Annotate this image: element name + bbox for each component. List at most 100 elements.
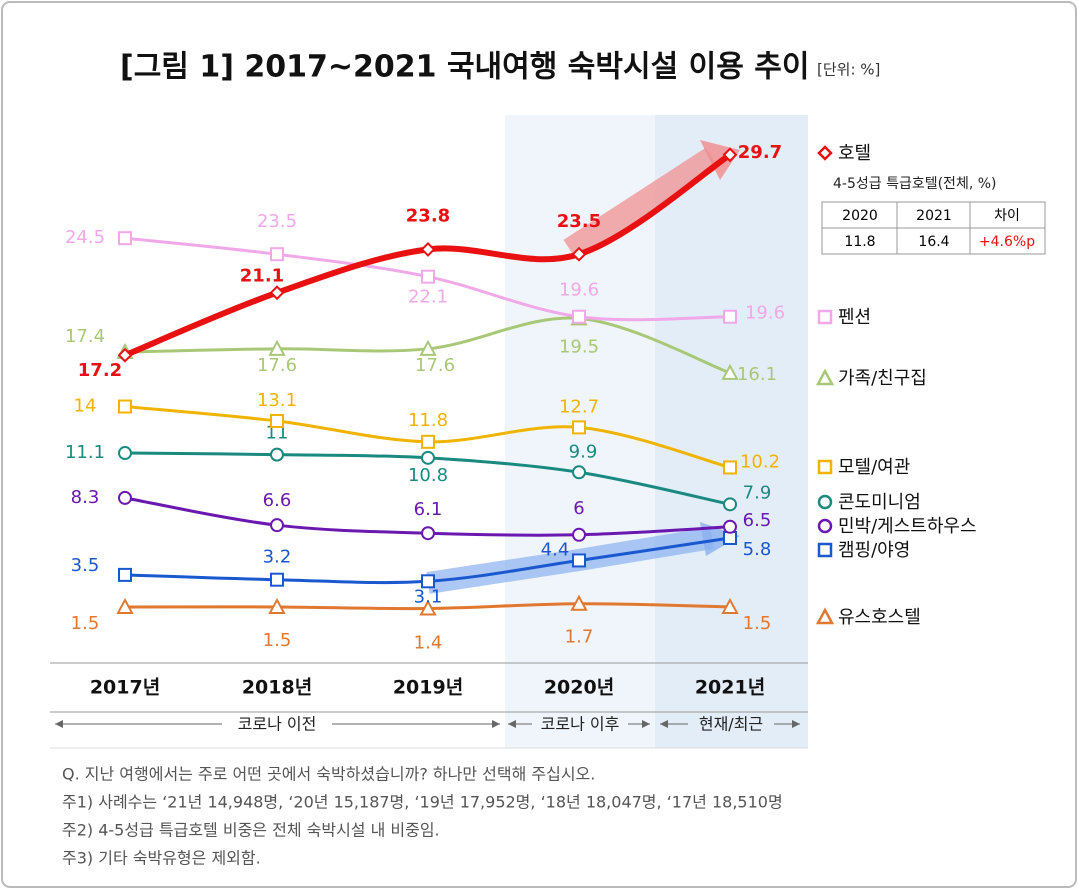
data-label: 23.5 <box>557 211 601 232</box>
data-label: 6.5 <box>743 510 772 531</box>
marker <box>419 599 437 616</box>
marker <box>270 572 284 587</box>
data-label: 8.3 <box>71 487 100 508</box>
marker <box>268 339 286 356</box>
marker <box>572 553 586 568</box>
chart-title: [그림 1] 2017~2021 국내여행 숙박시설 이용 추이 <box>120 50 810 85</box>
marker <box>570 594 588 611</box>
marker <box>419 339 437 356</box>
unit-label: [단위: %] <box>817 61 880 79</box>
data-label: 23.5 <box>257 211 297 232</box>
marker <box>116 597 134 614</box>
data-label: 3.2 <box>263 547 292 568</box>
marker <box>572 527 586 542</box>
marker <box>268 597 286 614</box>
data-label: 1.5 <box>71 613 100 634</box>
data-label: 5.8 <box>743 539 772 560</box>
table-cell: +4.6%p <box>979 234 1035 250</box>
data-label: 6.6 <box>263 490 292 511</box>
marker <box>118 446 132 461</box>
data-label: 16.1 <box>737 364 777 385</box>
table-title: 4-5성급 특급호텔(전체, %) <box>833 176 996 192</box>
table-header: 2021 <box>916 208 952 224</box>
note: 주1) 사례수는 ‘21년 14,948명, ‘20년 15,187명, ‘19… <box>62 793 783 812</box>
marker <box>118 567 132 582</box>
data-label: 11.1 <box>65 442 105 463</box>
legend-marker <box>815 607 835 625</box>
data-label: 22.1 <box>408 287 448 308</box>
data-label: 29.7 <box>738 142 782 163</box>
marker <box>118 231 132 246</box>
marker <box>421 526 435 541</box>
period-label: 코로나 이전 <box>238 715 317 734</box>
data-label: 19.6 <box>745 303 785 324</box>
x-tick-label: 2018년 <box>242 677 312 699</box>
period-bg <box>222 714 332 734</box>
legend-label: 가족/친구집 <box>838 368 927 389</box>
note: 주2) 4-5성급 특급호텔 비중은 전체 숙박시설 내 비중임. <box>62 821 440 840</box>
marker <box>270 518 284 533</box>
data-label: 1.4 <box>414 633 443 654</box>
data-label: 3.5 <box>71 555 100 576</box>
data-label: 4.4 <box>541 539 570 560</box>
marker <box>269 285 285 301</box>
table-cell: 11.8 <box>844 234 875 250</box>
marker <box>721 597 739 614</box>
marker <box>270 413 284 428</box>
data-label: 1.7 <box>565 627 594 648</box>
marker <box>270 447 284 462</box>
data-label: 6.1 <box>414 499 443 520</box>
marker <box>723 519 737 534</box>
data-label: 10.8 <box>408 465 448 486</box>
data-label: 1.5 <box>263 630 292 651</box>
note: Q. 지난 여행에서는 주로 어떤 곳에서 숙박하셨습니까? 하나만 선택해 주… <box>62 765 595 784</box>
data-label: 19.5 <box>559 336 599 357</box>
marker <box>270 247 284 262</box>
data-label: 6 <box>573 498 584 519</box>
data-label: 12.7 <box>559 396 599 417</box>
data-label: 21.1 <box>240 266 284 287</box>
marker <box>572 420 586 435</box>
legend-label: 콘도미니엄 <box>838 492 921 513</box>
legend-label: 모텔/여관 <box>838 457 910 478</box>
data-label: 17.2 <box>78 360 122 381</box>
marker <box>723 460 737 475</box>
marker <box>722 147 738 163</box>
table-cell: 16.4 <box>918 234 949 250</box>
marker <box>421 269 435 284</box>
band-2021 <box>655 115 808 748</box>
marker <box>571 246 587 262</box>
data-label: 3.1 <box>414 586 443 607</box>
data-label: 17.6 <box>257 355 297 376</box>
data-label: 19.6 <box>559 280 599 301</box>
table-header: 차이 <box>994 208 1020 224</box>
period-label: 코로나 이후 <box>541 715 620 734</box>
data-label: 23.8 <box>406 205 450 226</box>
legend-marker <box>817 542 833 558</box>
x-tick-label: 2021년 <box>695 677 765 699</box>
marker <box>118 399 132 414</box>
marker <box>723 497 737 512</box>
marker <box>117 347 133 363</box>
table-header: 2020 <box>842 208 878 224</box>
data-label: 1.5 <box>743 613 772 634</box>
data-label: 7.9 <box>743 482 772 503</box>
marker <box>421 450 435 465</box>
legend-marker <box>817 145 833 161</box>
legend-label: 펜션 <box>838 307 871 328</box>
marker <box>572 309 586 324</box>
data-label: 17.6 <box>415 355 455 376</box>
legend-marker <box>817 309 833 325</box>
data-label: 17.4 <box>65 326 105 347</box>
marker <box>723 309 737 324</box>
legend-marker <box>817 518 833 534</box>
data-label: 11.8 <box>408 410 448 431</box>
period-label: 현재/최근 <box>699 715 763 734</box>
legend-marker <box>815 368 835 386</box>
x-tick-label: 2017년 <box>90 677 160 699</box>
legend-label: 유스호스텔 <box>838 607 921 628</box>
data-label: 9.9 <box>569 441 598 462</box>
x-tick-label: 2020년 <box>544 677 614 699</box>
legend-label: 민박/게스트하우스 <box>838 516 977 537</box>
